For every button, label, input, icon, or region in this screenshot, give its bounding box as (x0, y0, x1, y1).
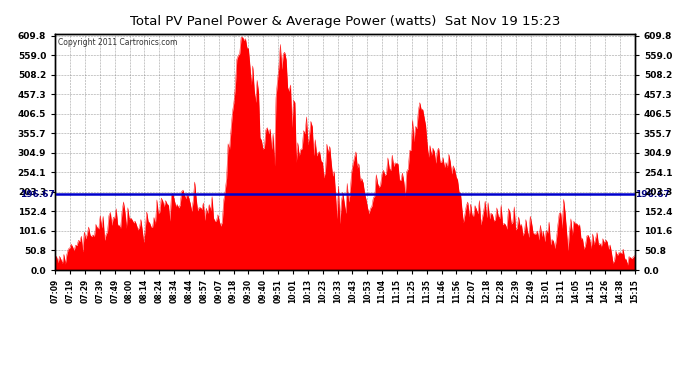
Text: Total PV Panel Power & Average Power (watts)  Sat Nov 19 15:23: Total PV Panel Power & Average Power (wa… (130, 15, 560, 28)
Text: 196.67: 196.67 (635, 190, 670, 199)
Text: 196.67: 196.67 (20, 190, 55, 199)
Text: Copyright 2011 Cartronics.com: Copyright 2011 Cartronics.com (58, 39, 177, 48)
